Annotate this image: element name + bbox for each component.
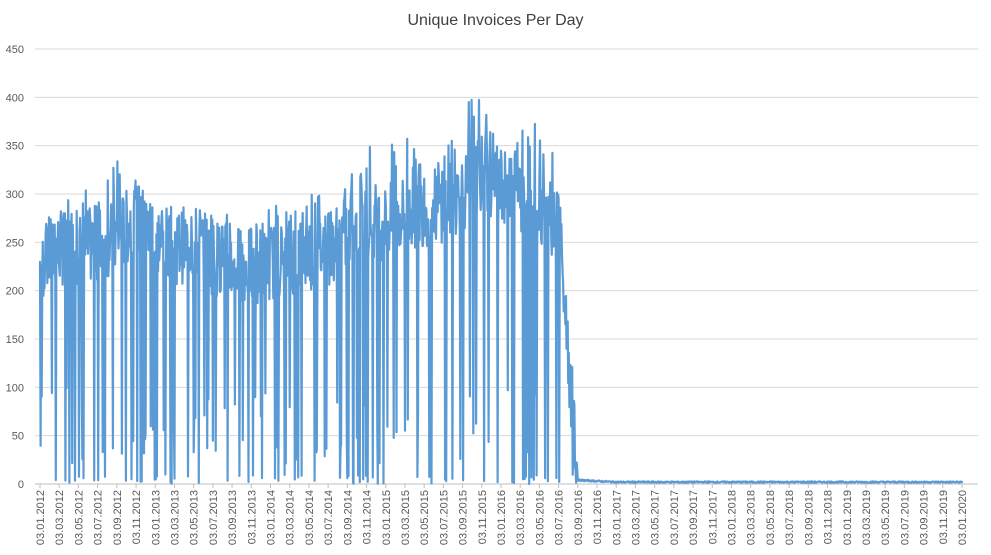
y-tick-label: 150 bbox=[6, 334, 24, 346]
x-tick-label: 03.05.2014 bbox=[304, 490, 316, 545]
x-tick-label: 03.01.2015 bbox=[381, 490, 393, 545]
x-tick-label: 03.03.2017 bbox=[630, 490, 642, 545]
x-tick-label: 03.03.2015 bbox=[400, 490, 412, 545]
x-tick-label: 03.01.2020 bbox=[957, 490, 969, 545]
y-tick-label: 400 bbox=[6, 92, 24, 104]
x-tick-label: 03.05.2015 bbox=[419, 490, 431, 545]
x-tick-label: 03.09.2015 bbox=[458, 490, 470, 545]
x-tick-label: 03.07.2016 bbox=[554, 490, 566, 545]
x-tick-label: 03.09.2016 bbox=[573, 490, 585, 545]
x-tick-label: 03.03.2018 bbox=[746, 490, 758, 545]
x-tick-label: 03.05.2016 bbox=[534, 490, 546, 545]
x-tick-label: 03.07.2013 bbox=[208, 490, 220, 545]
x-tick-label: 03.01.2017 bbox=[611, 490, 623, 545]
x-tick-label: 03.11.2012 bbox=[131, 490, 143, 544]
x-tick-label: 03.11.2019 bbox=[938, 490, 950, 544]
x-tick-label: 03.11.2016 bbox=[592, 490, 604, 544]
x-tick-label: 03.09.2012 bbox=[112, 490, 124, 545]
series-line bbox=[38, 98, 964, 486]
x-tick-label: 03.01.2019 bbox=[842, 490, 854, 545]
y-tick-label: 50 bbox=[12, 431, 24, 443]
x-tick-label: 03.03.2019 bbox=[861, 490, 873, 545]
y-tick-label: 200 bbox=[6, 286, 24, 298]
x-tick-label: 03.09.2018 bbox=[803, 490, 815, 545]
x-tick-label: 03.07.2019 bbox=[899, 490, 911, 545]
x-tick-label: 03.05.2019 bbox=[880, 490, 892, 545]
x-tick-label: 03.07.2017 bbox=[669, 490, 681, 545]
y-tick-label: 350 bbox=[6, 141, 24, 153]
x-tick-label: 03.07.2012 bbox=[93, 490, 105, 545]
x-tick-label: 03.01.2013 bbox=[150, 490, 162, 545]
x-tick-label: 03.03.2014 bbox=[285, 490, 297, 545]
x-tick-label: 03.11.2017 bbox=[707, 490, 719, 544]
x-axis: 03.01.2012 03.03.2012 03.05.2012 03.07.2012… bbox=[35, 484, 969, 545]
x-tick-label: 03.09.2014 bbox=[342, 490, 354, 545]
y-tick-label: 250 bbox=[6, 237, 24, 249]
x-tick-label: 03.07.2014 bbox=[323, 490, 335, 545]
x-tick-label: 03.03.2012 bbox=[54, 490, 66, 545]
x-tick-label: 03.05.2012 bbox=[73, 490, 85, 545]
x-tick-label: 03.03.2013 bbox=[169, 490, 181, 545]
x-tick-label: 03.07.2018 bbox=[784, 490, 796, 545]
x-tick-label: 03.05.2017 bbox=[650, 490, 662, 545]
y-tick-label: 0 bbox=[18, 479, 24, 491]
x-tick-label: 03.09.2019 bbox=[919, 490, 931, 545]
y-tick-label: 100 bbox=[6, 382, 24, 394]
x-tick-label: 03.05.2013 bbox=[189, 490, 201, 545]
x-tick-label: 03.01.2014 bbox=[266, 490, 278, 545]
x-tick-label: 03.09.2013 bbox=[227, 490, 239, 545]
x-tick-label: 03.11.2015 bbox=[477, 490, 489, 544]
y-tick-label: 300 bbox=[6, 189, 24, 201]
x-tick-label: 03.07.2015 bbox=[438, 490, 450, 545]
y-axis: 0 50 100 150 200 250 300 350 400 450 bbox=[6, 44, 24, 491]
x-tick-label: 03.11.2014 bbox=[362, 490, 374, 544]
x-tick-label: 03.09.2017 bbox=[688, 490, 700, 545]
x-tick-label: 03.01.2018 bbox=[727, 490, 739, 545]
x-tick-label: 03.11.2013 bbox=[246, 490, 258, 544]
x-tick-label: 03.11.2018 bbox=[823, 490, 835, 544]
x-tick-label: 03.01.2012 bbox=[35, 490, 47, 545]
chart-title: Unique Invoices Per Day bbox=[407, 12, 584, 29]
x-tick-label: 03.05.2018 bbox=[765, 490, 777, 545]
x-tick-label: 03.03.2016 bbox=[515, 490, 527, 545]
x-tick-label: 03.01.2016 bbox=[496, 490, 508, 545]
y-tick-label: 450 bbox=[6, 44, 24, 56]
series-layer bbox=[38, 98, 964, 486]
